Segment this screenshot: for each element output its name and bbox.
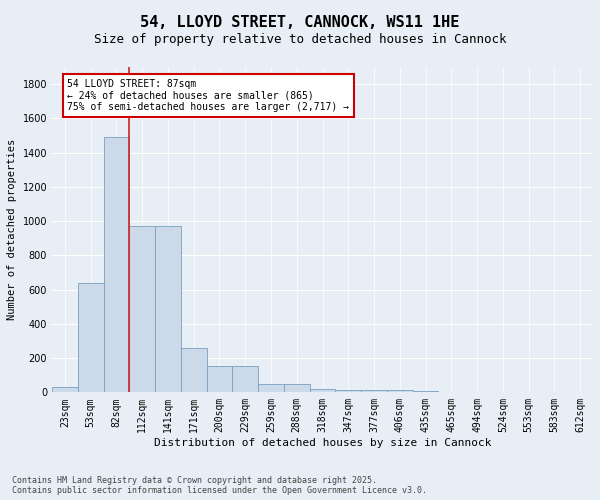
Bar — [310, 389, 335, 392]
Bar — [232, 366, 258, 392]
Bar — [258, 384, 284, 392]
Bar — [78, 283, 104, 393]
Text: Size of property relative to detached houses in Cannock: Size of property relative to detached ho… — [94, 32, 506, 46]
Bar — [387, 390, 413, 392]
Bar — [52, 388, 78, 392]
Text: 54, LLOYD STREET, CANNOCK, WS11 1HE: 54, LLOYD STREET, CANNOCK, WS11 1HE — [140, 15, 460, 30]
Bar — [413, 390, 439, 392]
Bar — [181, 348, 206, 393]
Bar — [206, 366, 232, 392]
Text: 54 LLOYD STREET: 87sqm
← 24% of detached houses are smaller (865)
75% of semi-de: 54 LLOYD STREET: 87sqm ← 24% of detached… — [67, 79, 349, 112]
Bar — [104, 137, 129, 392]
Bar — [361, 390, 387, 392]
Bar — [335, 390, 361, 392]
X-axis label: Distribution of detached houses by size in Cannock: Distribution of detached houses by size … — [154, 438, 491, 448]
Text: Contains HM Land Registry data © Crown copyright and database right 2025.
Contai: Contains HM Land Registry data © Crown c… — [12, 476, 427, 495]
Bar — [129, 226, 155, 392]
Y-axis label: Number of detached properties: Number of detached properties — [7, 139, 17, 320]
Bar — [284, 384, 310, 392]
Bar — [155, 226, 181, 392]
